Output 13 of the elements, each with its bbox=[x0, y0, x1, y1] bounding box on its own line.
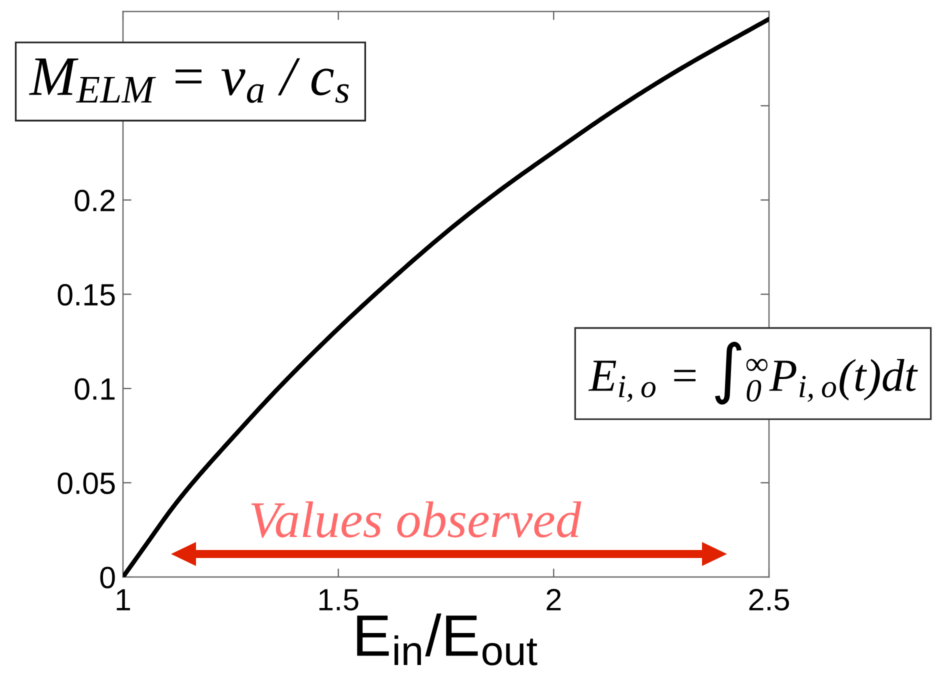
x-tick-label: 1.5 bbox=[319, 589, 358, 611]
x-tick-label: 2 bbox=[546, 588, 561, 610]
y-tick-label: 0.05 bbox=[58, 472, 115, 494]
x-tick-label: 1 bbox=[116, 589, 130, 610]
x-axis-title: E$_{in}$/E$_{out}$ bbox=[357, 614, 538, 666]
y-tick-label: 0.15 bbox=[58, 284, 115, 306]
x-tick-label: 2.5 bbox=[749, 588, 789, 611]
annotation: Values observed bbox=[251, 501, 582, 538]
annotation: M$_{ELM}$ = v$_{a}$ / c$_{s}$ bbox=[29, 58, 349, 103]
annotation: E$_{i,o}$ = ∫$^{∞}$$_{0}$P$_{i,o}$(t)dt bbox=[588, 342, 918, 405]
y-tick-label: 0.2 bbox=[74, 190, 115, 212]
y-tick-label: 0.1 bbox=[74, 378, 115, 400]
y-tick-label: 0 bbox=[100, 566, 115, 588]
